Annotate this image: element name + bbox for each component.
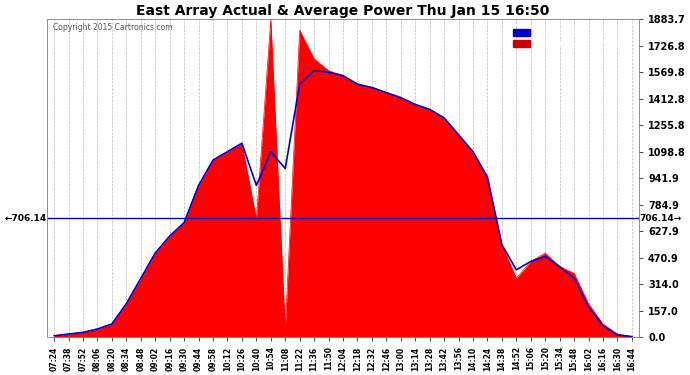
Text: ←706.14: ←706.14 — [4, 214, 46, 223]
Text: Copyright 2015 Cartronics.com: Copyright 2015 Cartronics.com — [53, 22, 172, 32]
Text: 706.14→: 706.14→ — [640, 214, 682, 223]
Legend: Average  (DC Watts), East Array  (DC Watts): Average (DC Watts), East Array (DC Watts… — [512, 27, 629, 50]
Title: East Array Actual & Average Power Thu Jan 15 16:50: East Array Actual & Average Power Thu Ja… — [137, 4, 550, 18]
